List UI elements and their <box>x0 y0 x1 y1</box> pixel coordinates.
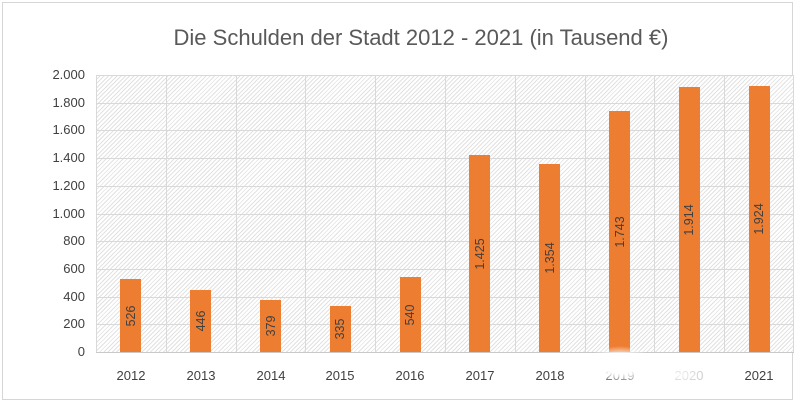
chart-title: Die Schulden der Stadt 2012 - 2021 (in T… <box>173 25 669 50</box>
x-tick-label: 2018 <box>535 368 565 383</box>
bar-value-label: 526 <box>124 305 138 327</box>
gridline-horizontal <box>96 75 794 76</box>
gridline-horizontal <box>96 130 794 131</box>
bar-2019[interactable] <box>609 111 630 352</box>
plot-area: 526 446 379 335 540 1.425 1.354 1.743 1.914 1.924 <box>96 75 794 353</box>
y-tick-label: 0 <box>77 344 85 359</box>
bar-2020[interactable] <box>679 87 700 352</box>
gridline-vertical <box>445 75 446 352</box>
x-tick-label: 2016 <box>395 368 425 383</box>
x-tick-label: 2019 <box>605 368 635 383</box>
x-axis: 2012 2013 2014 2015 2016 2017 2018 2019 2020 2021 <box>0 368 805 392</box>
bar-value-label: 379 <box>264 315 278 337</box>
x-tick-label: 2021 <box>744 368 774 383</box>
x-tick-label: 2020 <box>674 368 704 383</box>
gridline-horizontal <box>96 241 794 242</box>
bar-2016[interactable] <box>400 277 421 352</box>
y-tick-label: 200 <box>63 316 85 331</box>
gridline-horizontal <box>96 103 794 104</box>
bar-2018[interactable] <box>539 164 560 352</box>
y-tick-label: 800 <box>63 233 85 248</box>
gridline-horizontal <box>96 186 794 187</box>
x-tick-label: 2017 <box>465 368 495 383</box>
bar-value-label: 1.743 <box>613 216 627 248</box>
gridline-horizontal <box>96 214 794 215</box>
y-tick-label: 1.600 <box>52 122 85 137</box>
y-tick-label: 1.800 <box>52 95 85 110</box>
gridline-vertical <box>305 75 306 352</box>
gridline-horizontal <box>96 324 794 325</box>
bar-2017[interactable] <box>469 155 490 352</box>
gridline-horizontal <box>96 269 794 270</box>
y-axis: 0 200 400 600 800 1.000 1.200 1.400 1.600 1.800 2.… <box>0 0 85 404</box>
gridline-vertical <box>654 75 655 352</box>
y-tick-label: 1.200 <box>52 178 85 193</box>
gridline-horizontal <box>96 297 794 298</box>
gridline-horizontal <box>96 158 794 159</box>
y-tick-label: 600 <box>63 261 85 276</box>
bar-2012[interactable] <box>120 279 141 352</box>
gridline-vertical <box>236 75 237 352</box>
bar-value-label: 540 <box>403 304 417 326</box>
bar-value-label: 446 <box>194 310 208 332</box>
bar-value-label: 1.354 <box>543 242 557 274</box>
gridline-vertical <box>166 75 167 352</box>
y-tick-label: 2.000 <box>52 67 85 82</box>
x-tick-label: 2014 <box>256 368 286 383</box>
bar-value-label: 1.914 <box>682 204 696 236</box>
bar-2015[interactable] <box>330 306 351 352</box>
y-tick-label: 400 <box>63 289 85 304</box>
y-tick-label: 1.000 <box>52 206 85 221</box>
gridline-vertical <box>96 75 97 352</box>
bar-value-label: 1.924 <box>752 203 766 235</box>
y-tick-label: 1.400 <box>52 150 85 165</box>
gridline-vertical <box>515 75 516 352</box>
bar-2013[interactable] <box>190 290 211 352</box>
bar-2014[interactable] <box>260 300 281 352</box>
bar-value-label: 335 <box>333 318 347 340</box>
bar-value-label: 1.425 <box>473 238 487 270</box>
gridline-vertical <box>375 75 376 352</box>
x-tick-label: 2013 <box>186 368 216 383</box>
gridline-vertical <box>724 75 725 352</box>
x-tick-label: 2015 <box>325 368 355 383</box>
gridline-vertical <box>793 75 794 352</box>
x-tick-label: 2012 <box>116 368 146 383</box>
gridline-vertical <box>585 75 586 352</box>
bar-2021[interactable] <box>749 86 770 352</box>
